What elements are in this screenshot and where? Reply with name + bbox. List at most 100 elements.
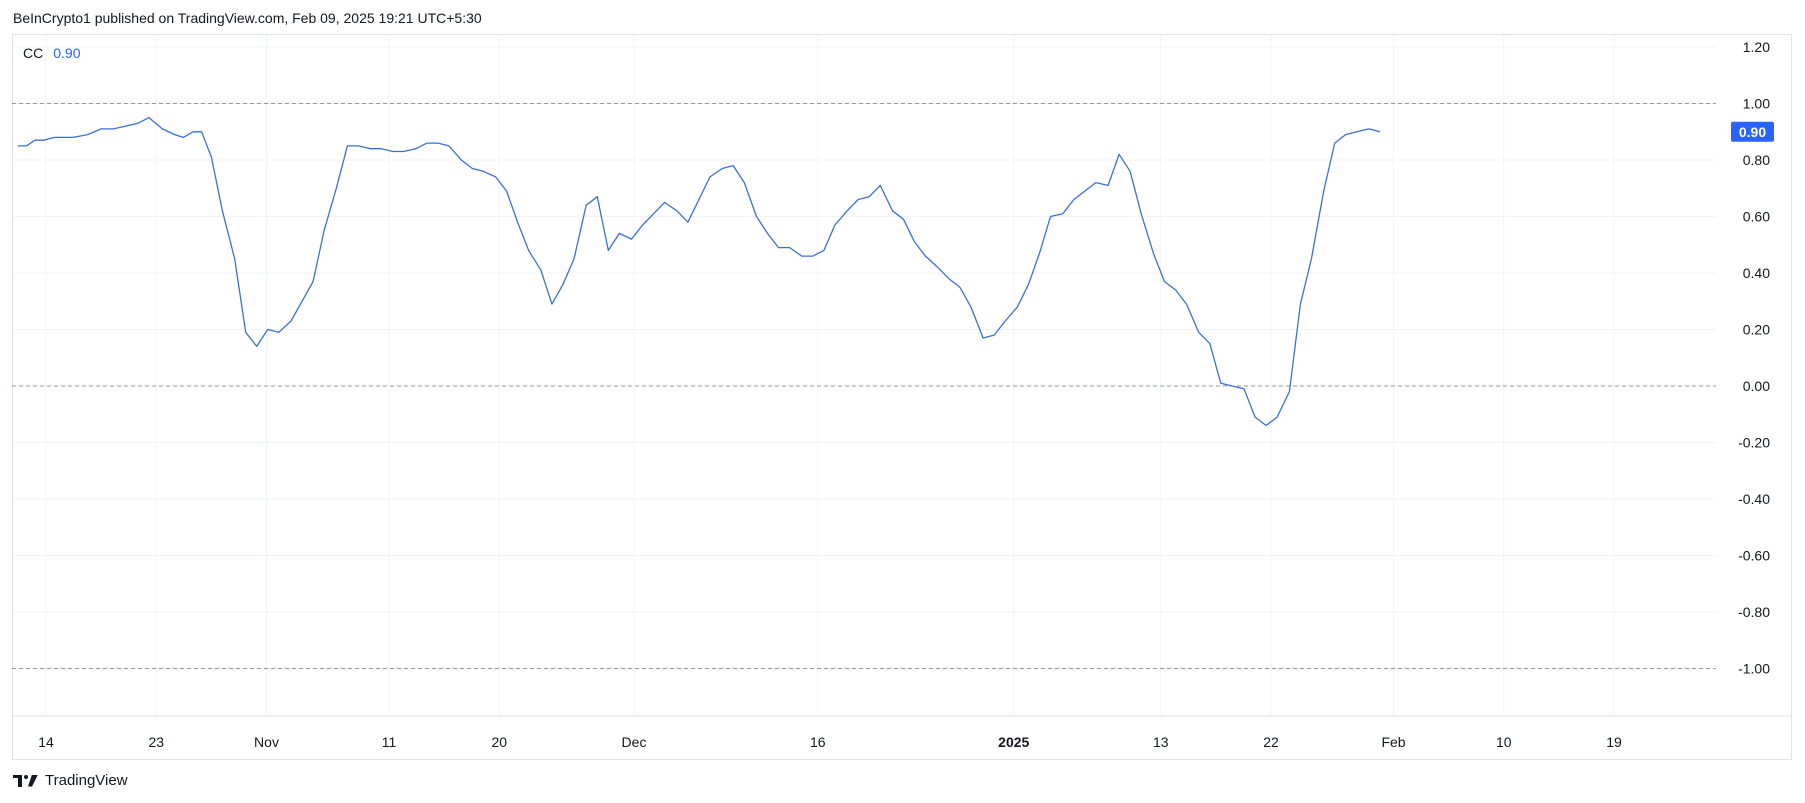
cc-data-point: [811, 255, 814, 258]
cc-data-point: [301, 300, 304, 303]
cc-data-point: [448, 144, 451, 147]
cc-data-point: [675, 209, 678, 212]
x-tick-label: 23: [148, 734, 164, 750]
cc-data-point: [1333, 142, 1336, 145]
cc-data-point: [947, 277, 950, 280]
cc-data-point: [192, 130, 195, 133]
footer-brand[interactable]: TradingView: [13, 772, 128, 789]
cc-data-point: [993, 334, 996, 337]
y-tick-label: 0.40: [1743, 265, 1770, 281]
cc-data-point: [527, 249, 530, 252]
cc-data-point: [516, 221, 519, 224]
x-tick-label: Feb: [1381, 734, 1405, 750]
cc-data-point: [112, 127, 115, 130]
x-tick-label: 20: [491, 734, 507, 750]
cc-data-point: [161, 127, 164, 130]
cc-data-point: [1174, 288, 1177, 291]
cc-data-point: [924, 255, 927, 258]
cc-data-point: [277, 331, 280, 334]
x-tick-label: 11: [382, 734, 397, 750]
cc-data-point: [25, 144, 28, 147]
cc-data-point: [357, 144, 360, 147]
cc-data-point: [652, 212, 655, 215]
cc-data-point: [969, 305, 972, 308]
cc-data-point: [1061, 212, 1064, 215]
cc-data-point: [1322, 190, 1325, 193]
cc-data-point: [1152, 252, 1155, 255]
cc-data-point: [63, 136, 66, 139]
cc-data-point: [585, 204, 588, 207]
y-tick-label: -0.80: [1738, 604, 1770, 620]
cc-data-point: [857, 198, 860, 201]
cc-data-point: [1107, 184, 1110, 187]
cc-data-point: [833, 223, 836, 226]
cc-data-point: [1219, 382, 1222, 385]
cc-data-point: [221, 209, 224, 212]
x-tick-label: Nov: [254, 734, 279, 750]
chart-frame: [12, 34, 1792, 760]
cc-data-point: [1288, 390, 1291, 393]
cc-data-point: [879, 184, 882, 187]
cc-data-point: [312, 280, 315, 283]
cc-data-point: [846, 209, 849, 212]
cc-data-point: [1254, 416, 1257, 419]
y-tick-label: 0.20: [1743, 322, 1770, 338]
cc-data-point: [539, 269, 542, 272]
cc-data-point: [471, 167, 474, 170]
cc-data-point: [182, 136, 185, 139]
cc-data-point: [732, 164, 735, 167]
cc-data-point: [686, 221, 689, 224]
cc-data-point: [460, 159, 463, 162]
cc-data-point: [1083, 190, 1086, 193]
cc-data-point: [902, 218, 905, 221]
cc-data-point: [1118, 153, 1121, 156]
cc-data-point: [124, 125, 127, 128]
cc-data-point: [708, 175, 711, 178]
last-value-label: 0.90: [1739, 124, 1766, 140]
cc-data-point: [891, 209, 894, 212]
y-tick-label: 0.80: [1743, 152, 1770, 168]
last-value-badge: [1731, 121, 1774, 142]
cc-data-point: [391, 150, 394, 153]
cc-data-point: [1243, 387, 1246, 390]
x-tick-label: 22: [1263, 734, 1279, 750]
y-tick-label: 1.00: [1743, 96, 1770, 112]
cc-data-point: [1094, 181, 1097, 184]
cc-data-point: [663, 201, 666, 204]
cc-data-point: [1368, 127, 1371, 130]
cc-data-point: [437, 142, 440, 145]
cc-data-point: [766, 232, 769, 235]
x-tick-label: 16: [810, 734, 826, 750]
cc-series-line: [17, 116, 1381, 427]
x-tick-label: 13: [1153, 734, 1169, 750]
cc-data-point: [697, 198, 700, 201]
indicator-name: CC: [23, 45, 44, 61]
cc-data-point: [1208, 342, 1211, 345]
cc-data-point: [16, 144, 19, 147]
x-tick-label: Dec: [622, 734, 647, 750]
cc-data-point: [380, 147, 383, 150]
cc-data-point: [33, 139, 36, 142]
cc-data-point: [755, 215, 758, 218]
cc-data-point: [1276, 416, 1279, 419]
cc-data-point: [1072, 198, 1075, 201]
cc-data-point: [1299, 303, 1302, 306]
y-tick-label: -0.40: [1738, 491, 1770, 507]
x-tick-label: 2025: [998, 734, 1029, 750]
cc-data-point: [505, 190, 508, 193]
y-tick-label: 0.60: [1743, 209, 1770, 225]
cc-data-point: [200, 130, 203, 133]
cc-data-point: [482, 170, 485, 173]
cc-data-point: [1197, 331, 1200, 334]
cc-data-point: [913, 240, 916, 243]
cc-data-point: [1049, 215, 1052, 218]
cc-data-point: [777, 246, 780, 249]
cc-data-point: [1129, 170, 1132, 173]
cc-data-point: [173, 133, 176, 136]
cc-data-point: [550, 303, 553, 306]
cc-data-point: [936, 266, 939, 269]
cc-data-point: [369, 147, 372, 150]
cc-data-point: [630, 238, 633, 241]
cc-data-point: [1163, 280, 1166, 283]
